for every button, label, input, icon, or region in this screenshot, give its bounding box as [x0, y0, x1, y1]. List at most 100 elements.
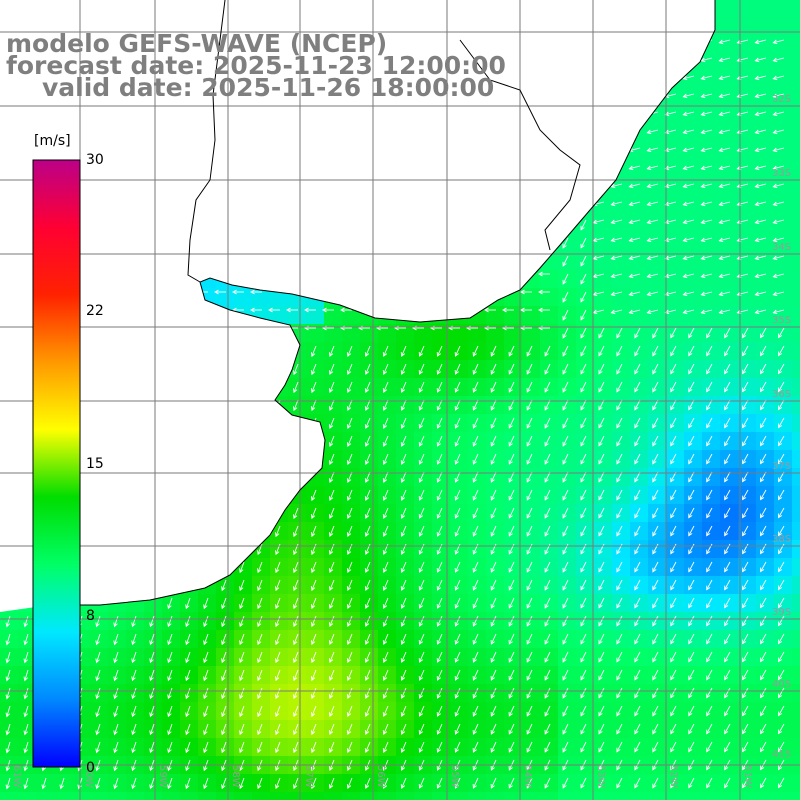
wind-cell [684, 72, 703, 91]
wind-arrow [131, 705, 137, 718]
wind-cell [648, 522, 667, 541]
wind-cell [414, 450, 433, 469]
wind-cell [612, 450, 631, 469]
wind-arrow [239, 741, 245, 754]
wind-cell [774, 252, 793, 271]
wind-arrow [508, 435, 515, 447]
wind-cell [468, 558, 487, 577]
wind-cell [792, 90, 800, 109]
wind-cell [162, 774, 181, 793]
wind-arrow [718, 255, 731, 261]
wind-cell [270, 738, 289, 757]
wind-arrow [526, 507, 533, 519]
wind-cell [738, 378, 757, 397]
wind-arrow [203, 687, 209, 700]
wind-cell [612, 612, 631, 631]
wind-cell [252, 594, 271, 613]
wind-cell [342, 666, 361, 685]
lat-tick-label: 32S [772, 94, 791, 105]
wind-cell [414, 396, 433, 415]
wind-arrow [664, 237, 677, 243]
wind-cell [252, 702, 271, 721]
wind-cell [468, 486, 487, 505]
wind-cell [144, 666, 163, 685]
wind-arrow [634, 381, 641, 393]
wind-cell [774, 0, 793, 19]
wind-arrow [616, 579, 623, 591]
wind-cell [342, 378, 361, 397]
wind-cell [270, 792, 289, 800]
wind-arrow [346, 561, 353, 574]
wind-cell [774, 90, 793, 109]
wind-arrow [508, 633, 515, 645]
wind-arrow [544, 525, 551, 537]
wind-arrow [400, 741, 407, 753]
wind-arrow [490, 705, 497, 717]
lat-tick-label: 40S [772, 679, 791, 690]
wind-cell [450, 432, 469, 451]
wind-arrow [652, 561, 659, 573]
wind-arrow [221, 615, 227, 628]
wind-cell [486, 342, 505, 361]
wind-cell [666, 360, 685, 379]
wind-arrow [706, 363, 713, 375]
wind-cell [360, 684, 379, 703]
wind-arrow [221, 723, 227, 736]
wind-cell [432, 612, 451, 631]
wind-cell [612, 486, 631, 505]
wind-cell [774, 432, 793, 451]
wind-arrow [293, 777, 299, 790]
wind-cell [324, 486, 343, 505]
wind-cell [540, 378, 559, 397]
wind-arrow [760, 669, 767, 681]
wind-cell [342, 396, 361, 415]
wind-arrow [688, 723, 695, 735]
wind-cell [702, 162, 721, 181]
wind-arrow [706, 525, 713, 537]
wind-arrow [742, 597, 749, 609]
wind-arrow [598, 777, 605, 789]
wind-cell [198, 792, 217, 800]
wind-cell [360, 792, 379, 800]
wind-cell [756, 486, 775, 505]
wind-arrow [328, 525, 335, 538]
wind-arrow [628, 219, 641, 225]
wind-arrow [652, 723, 659, 735]
wind-arrow [257, 579, 263, 592]
wind-arrow [724, 723, 731, 735]
wind-arrow [670, 579, 677, 591]
wind-cell [342, 468, 361, 487]
wind-arrow [778, 507, 785, 519]
wind-arrow [346, 615, 353, 628]
wind-cell [558, 630, 577, 649]
wind-cell [342, 630, 361, 649]
wind-cell [648, 630, 667, 649]
wind-arrow [760, 561, 767, 573]
wind-arrow [508, 345, 515, 357]
wind-arrow [41, 777, 47, 790]
wind-cell [450, 486, 469, 505]
wind-arrow [382, 363, 389, 375]
wind-cell [0, 702, 19, 721]
wind-arrow [634, 435, 641, 447]
wind-arrow [275, 633, 281, 646]
wind-arrow [418, 597, 425, 609]
wind-cell [594, 486, 613, 505]
wind-cell [450, 702, 469, 721]
wind-arrow [598, 723, 605, 735]
wind-arrow [436, 507, 443, 519]
wind-cell [738, 432, 757, 451]
wind-cell [720, 414, 739, 433]
wind-arrow [526, 435, 533, 447]
wind-arrow [214, 289, 226, 295]
wind-cell [324, 630, 343, 649]
wind-arrow [778, 561, 785, 573]
wind-arrow [436, 345, 443, 357]
wind-arrow [682, 255, 695, 261]
wind-arrow [562, 435, 569, 447]
wind-cell [486, 630, 505, 649]
wind-arrow [754, 39, 767, 45]
wind-cell [432, 522, 451, 541]
wind-arrow [778, 651, 785, 663]
wind-cell [738, 684, 757, 703]
